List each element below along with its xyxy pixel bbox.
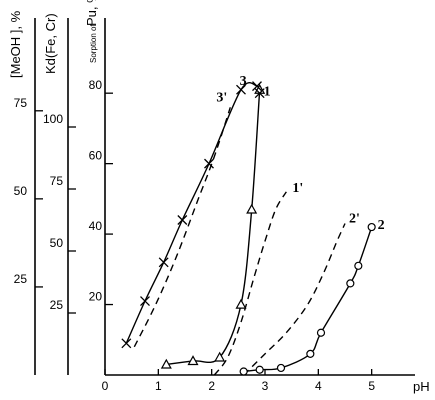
point-3-1: [140, 296, 150, 306]
y-axis-title-meoh: [MeOH ], %: [8, 10, 23, 78]
point-1-1: [187, 355, 199, 366]
point-3-7: [254, 88, 265, 99]
y-tick-label-sorption-80: 80: [89, 78, 103, 92]
y-tick-label-kd-25: 25: [50, 298, 64, 312]
x-tick-label-2: 2: [208, 379, 215, 393]
point-2-0: [239, 367, 248, 376]
point-2-5: [346, 279, 355, 288]
point-3-5: [236, 84, 246, 95]
x-tick-label-4: 4: [315, 379, 322, 393]
point-3-0: [121, 338, 132, 349]
x-tick-label-3: 3: [262, 379, 269, 393]
markers-group: [121, 81, 376, 376]
y-axis-title-sorption-prefix: Sorption of: [89, 24, 98, 63]
series-label-2: 2: [378, 218, 385, 233]
x-tick-label-1: 1: [155, 379, 162, 393]
series-line-3p: [133, 107, 231, 348]
x-axis-title: pH: [413, 379, 430, 394]
series-label-3: 3: [240, 74, 247, 89]
point-1-3: [235, 298, 247, 309]
series-label-3p: 3': [216, 90, 227, 105]
y-tick-label-kd-50: 50: [50, 236, 64, 250]
labels-group: 1 1' 2 2' 3 3': [216, 74, 384, 233]
point-2-2: [276, 363, 286, 373]
series-line-1: [166, 89, 261, 366]
series-line-2p: [243, 223, 346, 376]
point-2-1: [255, 365, 264, 374]
y-tick-label-meoh-25: 25: [14, 272, 28, 286]
point-3-2: [158, 257, 169, 268]
point-3-3: [177, 215, 188, 225]
point-1-4: [246, 203, 258, 214]
point-2-7: [367, 222, 376, 232]
y-tick-label-kd-100: 100: [43, 112, 63, 126]
series-label-2p: 2': [349, 212, 360, 227]
point-2-6: [354, 261, 363, 270]
x-tick-label-5: 5: [368, 379, 375, 393]
point-1-2: [214, 351, 226, 362]
y-tick-label-sorption-20: 20: [89, 290, 103, 304]
point-3-6: [252, 81, 262, 92]
y-tick-label-kd-75: 75: [50, 174, 64, 188]
series-label-1: 1: [264, 85, 271, 100]
point-2-4: [316, 328, 326, 337]
y-tick-label-sorption-40: 40: [89, 219, 103, 233]
y-axis-title-sorption-main: Pu, %: [84, 0, 99, 26]
y-tick-label-meoh-75: 75: [14, 96, 28, 110]
point-3-4: [204, 158, 214, 169]
point-1-0: [160, 358, 172, 369]
axes-group: 0 1 2 3 4 5 pH 25 50 75 25 50 75 100 20 40 60 80 [MeOH ], …: [8, 0, 430, 394]
y-tick-label-sorption-60: 60: [89, 149, 103, 163]
y-axis-title-kd: Kd(Fe, Cr): [43, 13, 58, 74]
y-tick-label-meoh-50: 50: [14, 184, 28, 198]
x-tick-label-0: 0: [102, 379, 109, 393]
curves-group: [125, 81, 373, 376]
series-label-1p: 1': [292, 181, 303, 196]
point-2-3: [306, 349, 315, 358]
